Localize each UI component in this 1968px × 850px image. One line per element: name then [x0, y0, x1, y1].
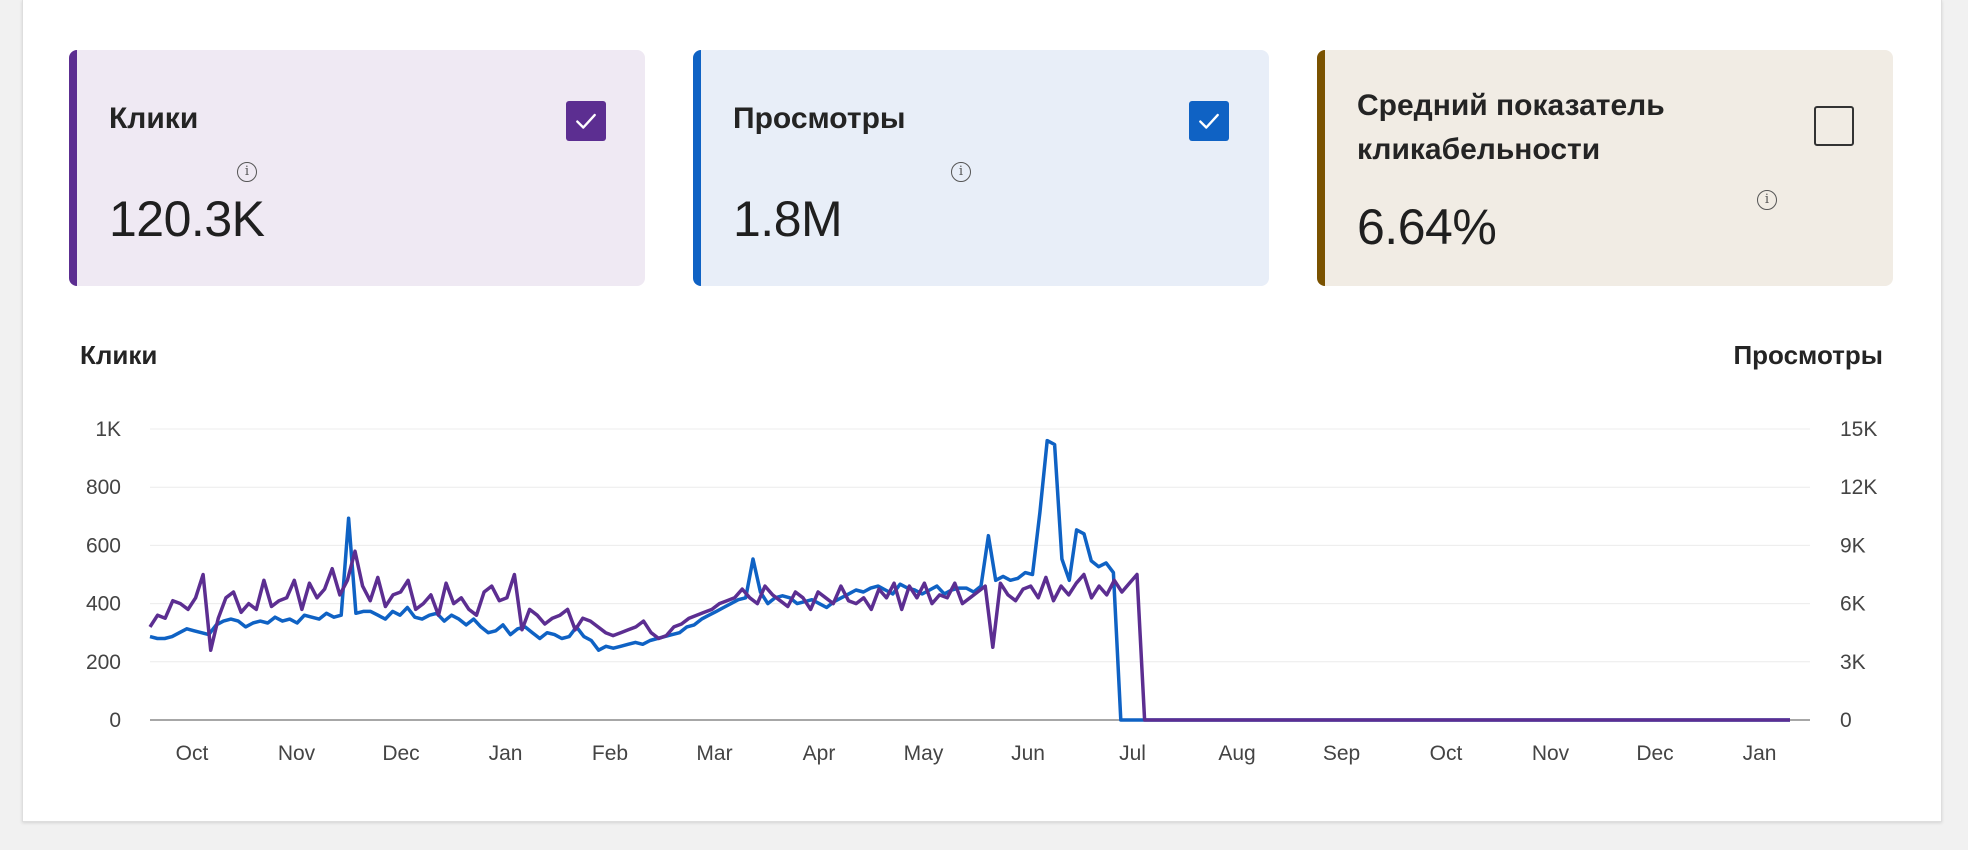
x-tick-label: Oct [1430, 742, 1463, 765]
card-value: 120.3K [109, 191, 265, 247]
views-card[interactable]: Просмотры i 1.8M [693, 50, 1269, 286]
card-accent-bar [1317, 50, 1325, 286]
checkmark-icon [576, 113, 596, 129]
x-tick-label: Jan [489, 742, 523, 765]
x-tick-label: May [904, 742, 944, 765]
y-tick-label: 600 [86, 534, 121, 557]
x-tick-label: Oct [176, 742, 209, 765]
x-tick-label: Feb [592, 742, 628, 765]
y-tick-label: 200 [86, 651, 121, 674]
views-checkbox[interactable] [1189, 101, 1229, 141]
info-icon[interactable]: i [951, 162, 971, 182]
card-value: 6.64% [1357, 199, 1497, 255]
card-accent-bar [693, 50, 701, 286]
card-title: Средний показатель кликабельности [1357, 89, 1665, 166]
y-tick-label: 0 [109, 709, 121, 732]
x-tick-label: Sep [1323, 742, 1360, 765]
clicks-card[interactable]: Клики i 120.3K [69, 50, 645, 286]
y2-tick-label: 3K [1840, 651, 1866, 674]
x-tick-label: Apr [803, 742, 836, 765]
y2-tick-label: 15K [1840, 418, 1877, 441]
x-tick-label: Aug [1218, 742, 1255, 765]
info-icon[interactable]: i [1757, 190, 1777, 210]
x-tick-label: Dec [382, 742, 419, 765]
views-series-line [149, 438, 1790, 722]
checkmark-icon [1199, 113, 1219, 129]
ctr-card[interactable]: Средний показатель кликабельности i 6.64… [1317, 50, 1893, 286]
line-chart: 1K 15K 800 12K 600 9K 400 6K 200 3K 0 0 Oct Nov Dec Jan… [86, 418, 1877, 765]
y2-tick-label: 0 [1840, 709, 1852, 732]
y2-tick-label: 6K [1840, 593, 1866, 616]
clicks-series-line [148, 549, 1790, 722]
y-tick-label: 800 [86, 476, 121, 499]
x-tick-label: Nov [278, 742, 316, 765]
card-title: Просмотры [733, 102, 906, 135]
x-tick-label: Mar [696, 742, 732, 765]
y2-tick-label: 9K [1840, 534, 1866, 557]
card-value: 1.8M [733, 191, 843, 247]
left-axis-title: Клики [80, 340, 158, 370]
info-icon[interactable]: i [237, 162, 257, 182]
card-title: Клики [109, 102, 199, 135]
y-tick-label: 400 [86, 593, 121, 616]
x-tick-label: Jan [1743, 742, 1777, 765]
card-accent-bar [69, 50, 77, 286]
x-tick-label: Jul [1119, 742, 1146, 765]
y2-tick-label: 12K [1840, 476, 1877, 499]
x-tick-label: Nov [1532, 742, 1570, 765]
clicks-checkbox[interactable] [566, 101, 606, 141]
ctr-checkbox[interactable] [1814, 106, 1854, 146]
y-tick-label: 1K [95, 418, 121, 441]
right-axis-title: Просмотры [1733, 340, 1883, 370]
x-tick-label: Dec [1636, 742, 1673, 765]
x-tick-label: Jun [1011, 742, 1045, 765]
